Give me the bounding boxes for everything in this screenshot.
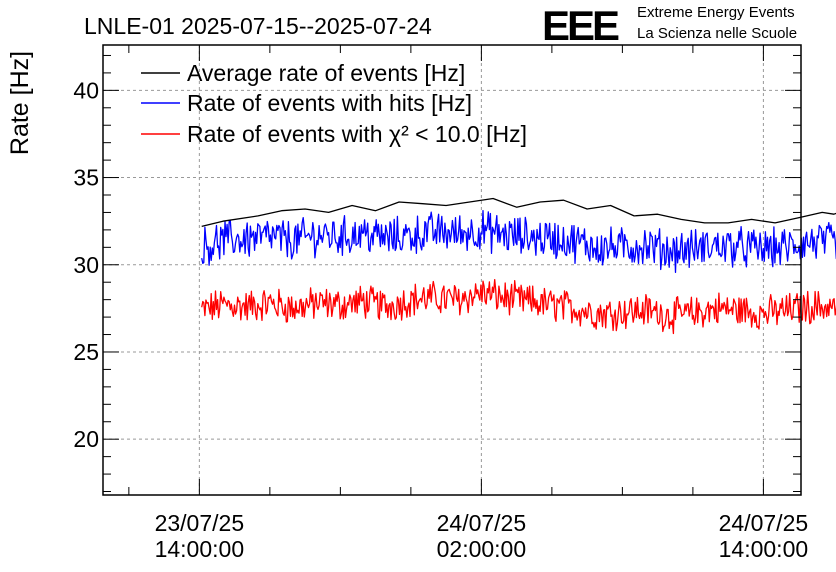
series-line-average xyxy=(201,197,836,228)
x-tick-labels: 23/07/2514:00:0024/07/2502:00:0024/07/25… xyxy=(155,510,809,562)
y-tick-label: 30 xyxy=(73,252,99,278)
org-subtitle: La Scienza nelle Scuole xyxy=(637,25,797,42)
chart-title: LNLE-01 2025-07-15--2025-07-24 xyxy=(84,13,432,39)
y-tick-label: 20 xyxy=(73,426,99,452)
y-tick-label: 25 xyxy=(73,339,99,365)
grid xyxy=(103,45,801,495)
series-line-chi2 xyxy=(201,278,836,335)
x-tick-label-date: 23/07/25 xyxy=(155,510,245,536)
org-name: Extreme Energy Events xyxy=(637,4,795,21)
plot-frame xyxy=(102,44,802,496)
legend-label-average: Average rate of events [Hz] xyxy=(187,60,465,86)
x-tick-label-time: 14:00:00 xyxy=(155,536,245,562)
legend-label-hits: Rate of events with hits [Hz] xyxy=(187,90,472,116)
y-tick-label: 40 xyxy=(73,77,99,103)
x-tick-label-date: 24/07/25 xyxy=(437,510,527,536)
y-axis-label: Rate [Hz] xyxy=(6,51,34,155)
x-tick-label-time: 02:00:00 xyxy=(437,536,527,562)
y-tick-labels: 20 25 30 35 40 xyxy=(73,77,99,452)
legend: Average rate of events [Hz] Rate of event… xyxy=(141,60,527,147)
series-line-hits xyxy=(201,209,836,273)
legend-label-chi2: Rate of events with χ² < 10.0 [Hz] xyxy=(187,121,527,147)
y-tick-label: 35 xyxy=(73,165,99,191)
axis-ticks xyxy=(103,45,801,495)
eee-logo: EEE Extreme Energy Events La Scienza nel… xyxy=(542,2,797,49)
x-tick-label-time: 14:00:00 xyxy=(719,536,809,562)
eee-logo-text: EEE xyxy=(542,2,619,49)
x-tick-label-date: 24/07/25 xyxy=(719,510,809,536)
series-layer xyxy=(201,197,836,335)
